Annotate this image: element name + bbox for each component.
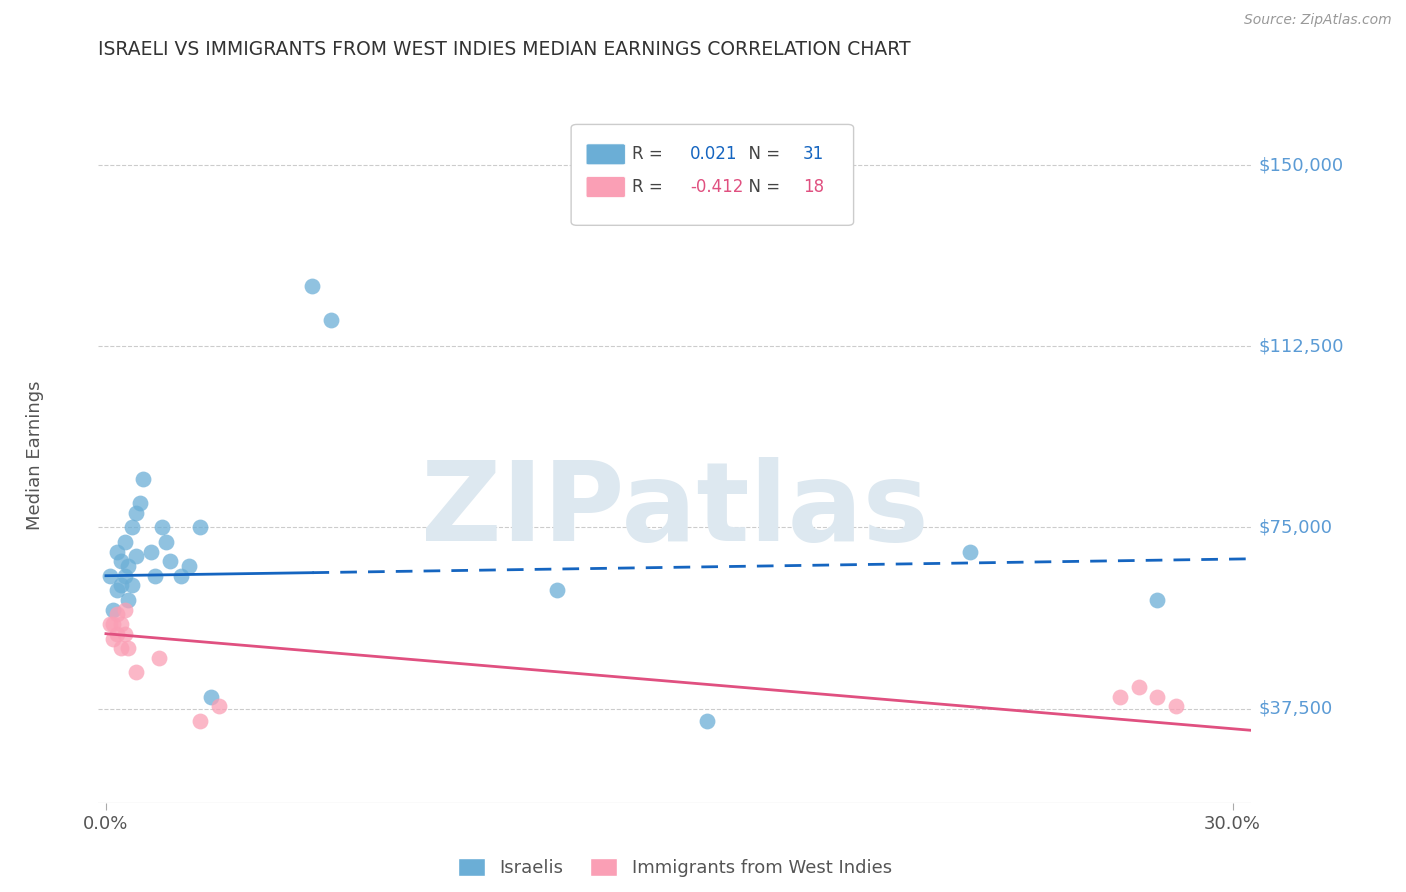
Point [301,278,323,293]
Point [110,617,132,632]
Text: ISRAELI VS IMMIGRANTS FROM WEST INDIES MEDIAN EARNINGS CORRELATION CHART: ISRAELI VS IMMIGRANTS FROM WEST INDIES M… [98,40,911,59]
Point [1128,680,1150,694]
Point [200,690,222,704]
Text: N =: N = [738,145,786,163]
Point [105,607,128,622]
Point [546,583,568,598]
Point [110,641,132,656]
Point [159,554,181,568]
Point [1146,592,1168,607]
Point [105,626,128,640]
Text: $75,000: $75,000 [1258,518,1333,536]
Point [188,714,211,728]
Point [1109,690,1132,704]
FancyBboxPatch shape [586,177,626,197]
Text: ZIPatlas: ZIPatlas [420,457,929,564]
Point [128,496,150,510]
Text: 0.021: 0.021 [690,145,737,163]
Text: 18: 18 [803,178,824,196]
Point [188,520,211,534]
Text: $37,500: $37,500 [1258,699,1333,717]
Point [114,568,136,582]
Text: 31: 31 [803,145,824,163]
Point [110,554,132,568]
Point [105,544,128,558]
Point [148,651,170,665]
Point [177,559,200,574]
Point [103,617,125,632]
Text: Source: ZipAtlas.com: Source: ZipAtlas.com [1244,13,1392,28]
Text: R =: R = [633,145,668,163]
Point [321,312,343,326]
Text: -0.412: -0.412 [690,178,744,196]
Point [117,559,139,574]
Legend: Israelis, Immigrants from West Indies: Israelis, Immigrants from West Indies [450,850,900,884]
Point [117,592,139,607]
FancyBboxPatch shape [586,144,626,165]
Point [121,578,143,592]
FancyBboxPatch shape [571,124,853,226]
Point [103,632,125,646]
Point [132,472,155,486]
Point [125,665,148,680]
Point [110,578,132,592]
Text: N =: N = [738,178,786,196]
Text: Median Earnings: Median Earnings [25,380,44,530]
Point [114,602,136,616]
Point [98,617,121,632]
Text: R =: R = [633,178,668,196]
Point [1146,690,1168,704]
Point [114,626,136,640]
Point [125,549,148,564]
Point [117,641,139,656]
Point [1166,699,1188,714]
Point [155,534,177,549]
Point [125,506,148,520]
Text: $150,000: $150,000 [1258,156,1344,174]
Point [696,714,718,728]
Point [143,568,166,582]
Text: $112,500: $112,500 [1258,337,1344,355]
Point [170,568,193,582]
Point [105,583,128,598]
Point [121,520,143,534]
Point [959,544,981,558]
Point [98,568,121,582]
Point [103,602,125,616]
Point [139,544,162,558]
Point [114,534,136,549]
Point [150,520,173,534]
Point [207,699,229,714]
